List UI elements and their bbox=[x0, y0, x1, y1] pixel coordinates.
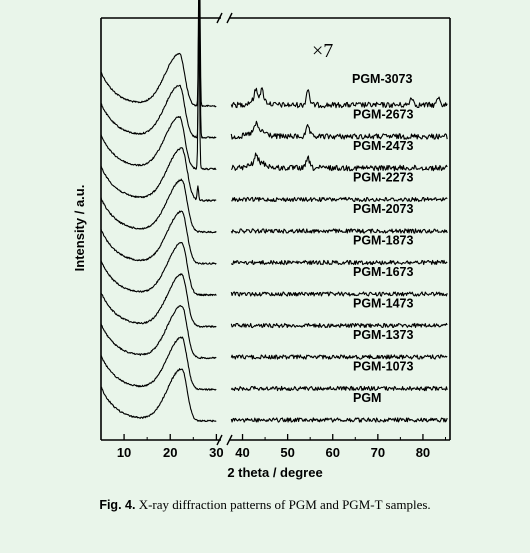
trace-left-pgm-1473 bbox=[100, 273, 217, 328]
trace-right-pgm bbox=[230, 417, 448, 423]
series-label-pgm-2673: PGM-2673 bbox=[353, 108, 413, 122]
trace-right-pgm-2073 bbox=[230, 228, 448, 234]
x-tick-label: 50 bbox=[280, 445, 294, 460]
bottom-axis-break-mark bbox=[226, 434, 233, 446]
series-label-pgm-1073: PGM-1073 bbox=[353, 360, 413, 374]
series-label-pgm-3073: PGM-3073 bbox=[352, 72, 412, 86]
top-axis-break-mark bbox=[226, 12, 233, 24]
trace-right-pgm-1473 bbox=[230, 322, 448, 329]
trace-left-pgm-1873 bbox=[100, 210, 217, 265]
x-tick-label: 30 bbox=[209, 445, 223, 460]
caption-label: Fig. 4. bbox=[99, 498, 136, 512]
figure-caption: Fig. 4. X-ray diffraction patterns of PG… bbox=[0, 497, 530, 513]
trace-left-pgm-2273 bbox=[100, 147, 217, 202]
x-tick-label: 80 bbox=[416, 445, 430, 460]
series-label-pgm-1373: PGM-1373 bbox=[353, 328, 413, 342]
x-tick-label: 40 bbox=[235, 445, 249, 460]
x-tick-label: 10 bbox=[117, 445, 131, 460]
trace-right-pgm-2473 bbox=[230, 152, 448, 172]
trace-right-pgm-1373 bbox=[230, 354, 448, 360]
y-axis-title: Intensity / a.u. bbox=[72, 185, 87, 272]
series-label-pgm-1873: PGM-1873 bbox=[353, 234, 413, 248]
series-label-pgm-2473: PGM-2473 bbox=[353, 139, 413, 153]
x-axis-title: 2 theta / degree bbox=[227, 465, 322, 480]
trace-right-pgm-2273 bbox=[231, 196, 448, 203]
chart-labels: 10 20 30 40 50 60 70 80 2 theta / degree Intensit… bbox=[72, 40, 430, 480]
trace-right-pgm-1873 bbox=[230, 259, 448, 266]
trace-right-pgm-1073 bbox=[230, 385, 448, 392]
series-label-pgm-1673: PGM-1673 bbox=[353, 265, 413, 279]
trace-left-pgm-1673 bbox=[100, 241, 217, 297]
trace-left-pgm-3073 bbox=[100, 0, 217, 108]
trace-left-pgm-1073 bbox=[100, 336, 217, 391]
series-label-pgm-2073: PGM-2073 bbox=[353, 202, 413, 216]
series-label-pgm-2273: PGM-2273 bbox=[353, 171, 413, 185]
series-label-pgm: PGM bbox=[353, 391, 381, 405]
trace-left-pgm-2473 bbox=[100, 22, 217, 171]
chart-traces bbox=[100, 0, 448, 423]
series-label-pgm-1473: PGM-1473 bbox=[353, 297, 413, 311]
trace-left-pgm-2673 bbox=[100, 0, 217, 139]
trace-right-pgm-1673 bbox=[230, 291, 448, 297]
trace-left-pgm-1373 bbox=[100, 304, 217, 360]
x-tick-label: 70 bbox=[371, 445, 385, 460]
x-tick-label: 20 bbox=[163, 445, 177, 460]
x-tick-label: 60 bbox=[326, 445, 340, 460]
trace-left-pgm-2073 bbox=[100, 178, 217, 234]
magnification-label: ×7 bbox=[312, 40, 333, 62]
trace-left-pgm bbox=[100, 368, 217, 423]
caption-text: X-ray diffraction patterns of PGM and PG… bbox=[138, 497, 431, 512]
top-axis-break-mark bbox=[216, 12, 223, 24]
trace-right-pgm-3073 bbox=[230, 87, 448, 109]
bottom-axis-break-mark bbox=[216, 434, 223, 446]
trace-right-pgm-2673 bbox=[230, 120, 448, 140]
